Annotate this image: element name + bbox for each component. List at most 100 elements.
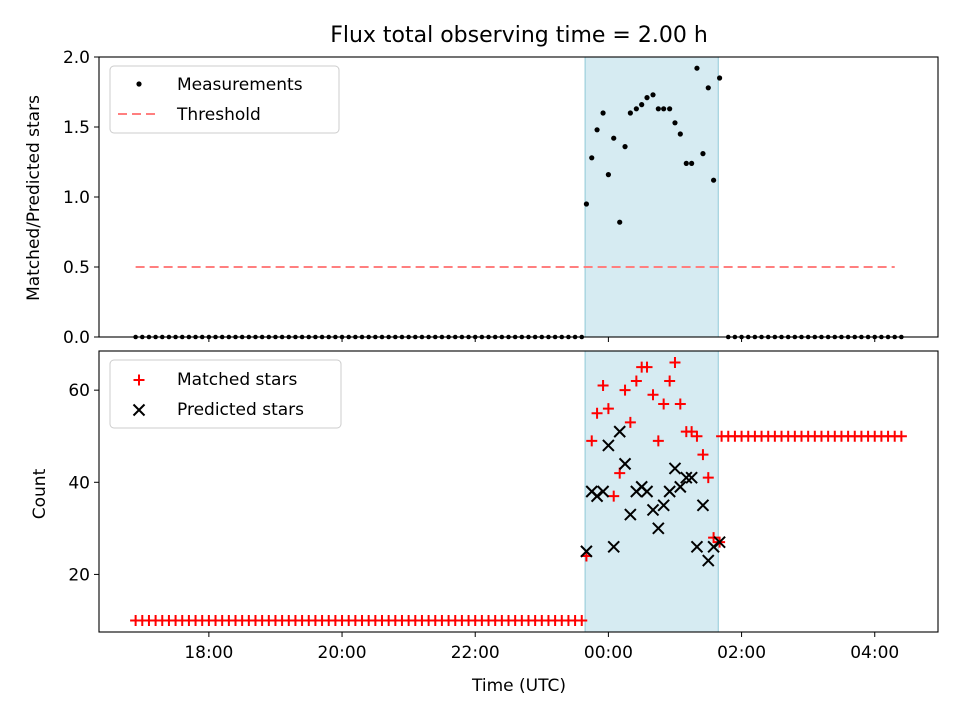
predicted-star-point	[640, 485, 654, 498]
measurement-point	[705, 85, 711, 91]
bottom-y-tick-label: 20	[68, 565, 90, 585]
matched-star-point	[647, 389, 659, 401]
matched-star-point	[691, 430, 703, 442]
measurement-point	[639, 102, 645, 108]
bottom-y-tick-label: 40	[68, 473, 90, 493]
legend-threshold-label: Threshold	[176, 105, 261, 125]
top-panel: 0.0 0.5 1.0 1.5 2.0 Measurements Threshold	[63, 48, 939, 348]
x-axis-title: Time (UTC)	[471, 676, 566, 696]
measurement-point	[644, 95, 650, 101]
observing-window-span	[584, 350, 719, 633]
bottom-x-tick-label: 00:00	[584, 643, 633, 663]
predicted-star-point	[663, 485, 676, 498]
matched-star-point	[597, 380, 609, 392]
predicted-star-point	[690, 540, 704, 553]
bottom-axes-frame	[98, 350, 939, 633]
legend-matched-label: Matched stars	[177, 370, 297, 390]
matched-star-point	[658, 398, 670, 410]
legend-predicted-marker	[132, 403, 146, 417]
measurement-point	[667, 106, 673, 112]
predicted-star-point	[674, 480, 687, 494]
measurement-point	[622, 144, 628, 150]
predicted-star-point	[668, 462, 682, 475]
bottom-x-tick-label: 18:00	[184, 643, 233, 663]
bottom-legend: Matched stars Predicted stars	[109, 359, 342, 429]
top-y-tick-label: 0.5	[63, 258, 90, 278]
predicted-star-point	[713, 535, 726, 549]
predicted-star-point	[618, 457, 632, 471]
predicted-star-point	[602, 439, 615, 452]
predicted-star-point	[702, 554, 715, 567]
measurement-point	[700, 151, 706, 157]
predicted-star-point	[652, 522, 665, 535]
legend-measurements-label: Measurements	[177, 75, 303, 95]
matched-star-point	[674, 398, 686, 410]
predicted-star-point	[657, 499, 670, 512]
measurement-point	[600, 110, 606, 116]
top-legend: Measurements Threshold	[109, 65, 340, 134]
measurement-point	[617, 219, 623, 225]
matched-star-point	[608, 490, 620, 502]
matched-star-point	[602, 403, 614, 415]
measurement-point	[689, 160, 695, 166]
bottom-panel: 20 40 60 18:00 20:00 22:00 00:00 02:00 04:00 Matc…	[68, 350, 939, 663]
measurement-point	[633, 106, 639, 112]
matched-star-point	[624, 416, 636, 428]
bottom-x-tick-label: 02:00	[717, 643, 766, 663]
measurement-point	[650, 92, 656, 98]
bottom-x-tick-label: 22:00	[451, 643, 500, 663]
predicted-star-point	[596, 485, 610, 498]
matched-star-point	[669, 357, 681, 369]
predicted-star-point	[580, 545, 593, 558]
bottom-x-tick-label: 04:00	[850, 643, 899, 663]
predicted-star-point	[680, 471, 693, 484]
measurement-point	[683, 160, 689, 166]
predicted-star-point	[624, 508, 637, 521]
top-y-tick-label: 1.5	[63, 118, 90, 138]
top-y-tick-label: 0.0	[63, 328, 90, 348]
matched-star-point	[652, 435, 664, 447]
measurement-point	[589, 155, 595, 161]
measurement-point	[583, 201, 590, 207]
matched-star-point	[641, 361, 653, 373]
predicted-star-point	[607, 540, 620, 553]
top-legend-box	[109, 65, 340, 134]
top-axes-frame	[98, 56, 939, 338]
measurement-point	[672, 120, 678, 126]
bottom-x-tick-label: 20:00	[318, 643, 367, 663]
measurement-point	[655, 106, 661, 112]
measurement-point	[711, 177, 717, 183]
legend-predicted-label: Predicted stars	[177, 400, 304, 420]
matched-star-point	[586, 435, 598, 447]
measurement-point	[611, 135, 617, 141]
bottom-legend-box	[109, 359, 342, 429]
matched-star-point	[702, 472, 714, 484]
predicted-star-point	[696, 499, 710, 512]
matched-star-point	[664, 375, 676, 387]
measurement-point	[716, 75, 723, 81]
measurement-point	[677, 131, 683, 137]
legend-matched-marker	[133, 374, 145, 386]
predicted-star-point	[646, 503, 660, 517]
bottom-y-tick-label: 60	[68, 381, 90, 401]
matched-star-point	[697, 449, 709, 461]
top-y-tick-label: 2.0	[63, 48, 90, 68]
predicted-star-point	[613, 425, 626, 438]
legend-measurements-marker	[136, 81, 142, 87]
measurement-point	[627, 110, 633, 116]
measurement-point	[694, 65, 700, 71]
matched-star-point	[895, 430, 907, 442]
predicted-star-point	[685, 471, 698, 484]
measurement-point	[661, 106, 667, 112]
matched-star-point	[630, 375, 642, 387]
matched-star-point	[591, 407, 603, 419]
matched-star-point	[619, 384, 631, 396]
matched-star-point	[576, 614, 588, 626]
top-y-axis-title: Matched/Predicted stars	[24, 95, 44, 301]
bottom-y-axis-title: Count	[30, 468, 50, 519]
chart-title: Flux total observing time = 2.00 h	[330, 23, 708, 48]
top-y-tick-label: 1.0	[63, 188, 90, 208]
observing-window-span	[584, 56, 719, 338]
measurement-point	[594, 127, 600, 133]
